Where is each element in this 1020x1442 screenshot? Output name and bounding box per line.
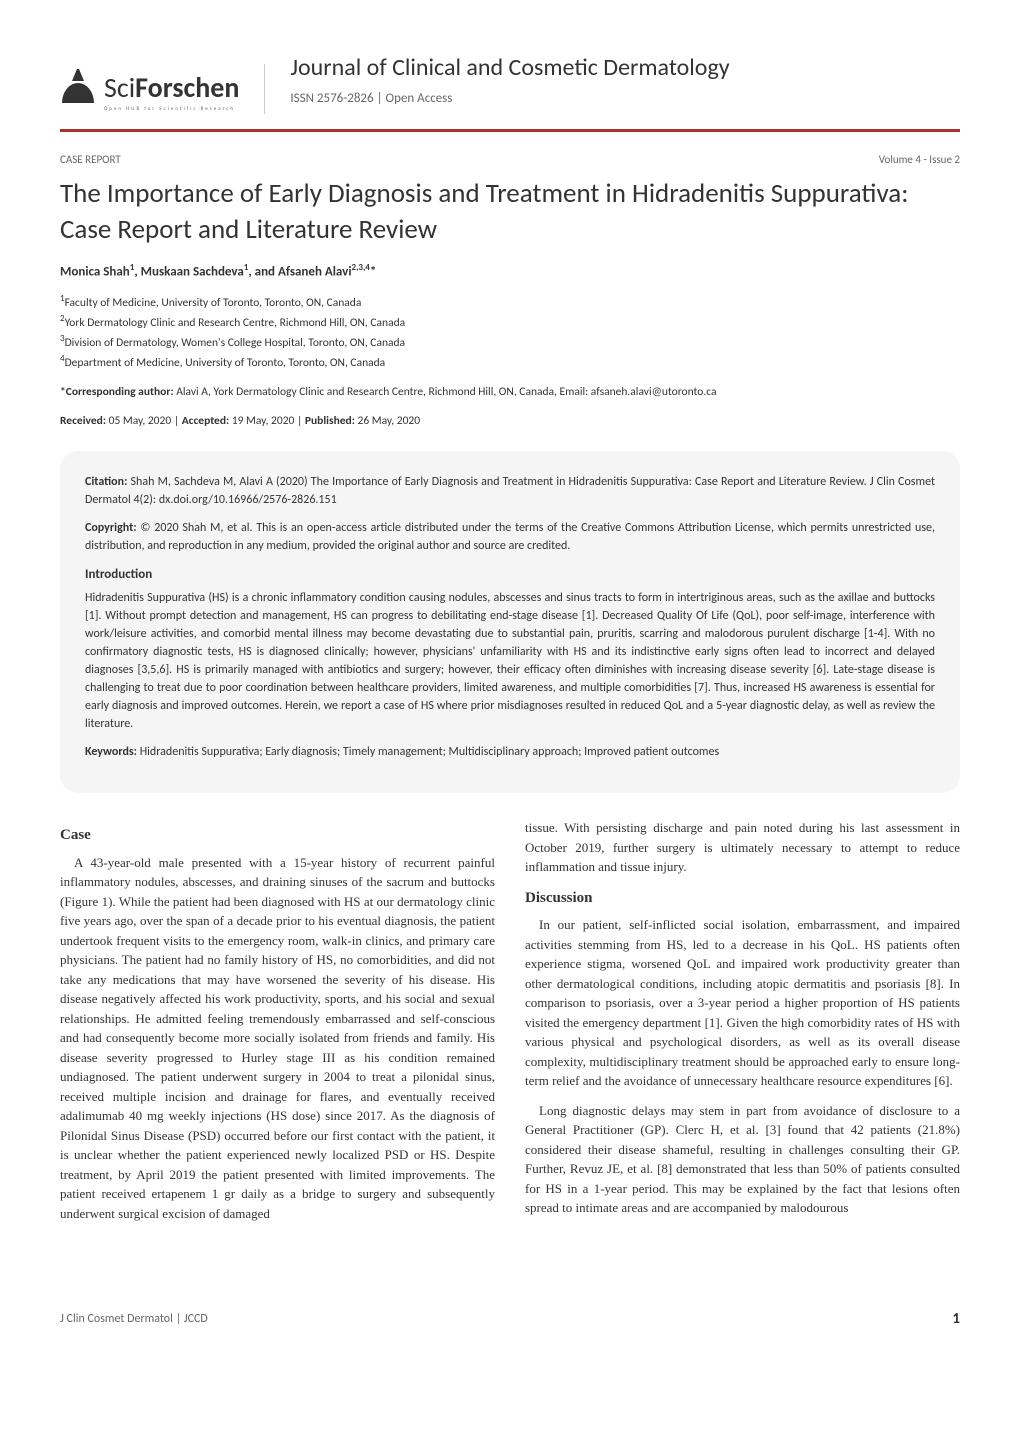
logo-tagline: Open HUB for Scientific Research	[104, 106, 239, 114]
case-paragraph-2: tissue. With persisting discharge and pa…	[525, 818, 960, 877]
journal-header: SciForschen Open HUB for Scientific Rese…	[60, 50, 960, 114]
left-column: Case A 43-year-old male presented with a…	[60, 818, 495, 1233]
accepted-label: Accepted:	[182, 414, 230, 428]
article-title: The Importance of Early Diagnosis and Tr…	[60, 176, 960, 249]
affiliation-4: 4Department of Medicine, University of T…	[60, 352, 960, 372]
keywords-line: Keywords: Hidradenitis Suppurativa; Earl…	[85, 743, 935, 761]
article-type: CASE REPORT	[60, 152, 121, 169]
abstract-box: Citation: Shah M, Sachdeva M, Alavi A (2…	[60, 451, 960, 794]
keywords-text: Hidradenitis Suppurativa; Early diagnosi…	[140, 745, 719, 759]
affiliation-3: 3Division of Dermatology, Women's Colleg…	[60, 332, 960, 352]
discussion-heading: Discussion	[525, 887, 960, 910]
access-type: Open Access	[386, 91, 453, 106]
introduction-text: Hidradenitis Suppurativa (HS) is a chron…	[85, 589, 935, 733]
case-heading: Case	[60, 824, 495, 847]
published-label: Published:	[305, 414, 355, 428]
affiliation-2: 2York Dermatology Clinic and Research Ce…	[60, 312, 960, 332]
page-footer: J Clin Cosmet Dermatol | JCCD 1	[60, 1293, 960, 1331]
page-number: 1	[952, 1308, 960, 1331]
issn-line: ISSN 2576-2826 | Open Access	[290, 89, 960, 109]
logo-icon	[60, 69, 96, 111]
right-column: tissue. With persisting discharge and pa…	[525, 818, 960, 1233]
copyright-text: © 2020 Shah M, et al. This is an open-ac…	[85, 521, 935, 553]
citation-text: Shah M, Sachdeva M, Alavi A (2020) The I…	[85, 475, 935, 507]
affiliations: 1Faculty of Medicine, University of Toro…	[60, 292, 960, 372]
journal-title: Journal of Clinical and Cosmetic Dermato…	[290, 50, 960, 86]
received-date: 05 May, 2020	[109, 414, 172, 428]
published-date: 26 May, 2020	[358, 414, 421, 428]
journal-title-block: Journal of Clinical and Cosmetic Dermato…	[290, 50, 960, 114]
affiliation-1: 1Faculty of Medicine, University of Toro…	[60, 292, 960, 312]
body-columns: Case A 43-year-old male presented with a…	[60, 818, 960, 1233]
corresponding-label: *Corresponding author:	[60, 385, 174, 399]
corresponding-author: *Corresponding author: Alavi A, York Der…	[60, 384, 960, 401]
issn-number: ISSN 2576-2826	[290, 91, 373, 106]
footer-journal-abbrev: J Clin Cosmet Dermatol | JCCD	[60, 1310, 208, 1328]
introduction-heading: Introduction	[85, 565, 935, 585]
citation-line: Citation: Shah M, Sachdeva M, Alavi A (2…	[85, 473, 935, 509]
publisher-logo: SciForschen Open HUB for Scientific Rese…	[60, 67, 239, 114]
received-label: Received:	[60, 414, 106, 428]
separator: |	[377, 91, 386, 106]
copyright-line: Copyright: © 2020 Shah M, et al. This is…	[85, 519, 935, 555]
meta-row: CASE REPORT Volume 4 - Issue 2	[60, 152, 960, 169]
volume-issue: Volume 4 - Issue 2	[879, 152, 960, 169]
citation-label: Citation:	[85, 475, 127, 489]
red-divider	[60, 129, 960, 132]
case-paragraph-1: A 43-year-old male presented with a 15-y…	[60, 853, 495, 1224]
authors: Monica Shah1, Muskaan Sachdeva1, and Afs…	[60, 261, 960, 282]
corresponding-text: Alavi A, York Dermatology Clinic and Res…	[176, 385, 716, 399]
discussion-paragraph-1: In our patient, self-inflicted social is…	[525, 915, 960, 1091]
copyright-label: Copyright:	[85, 521, 137, 535]
header-divider	[264, 64, 265, 114]
logo-text: SciForschen	[104, 67, 239, 109]
logo-text-left: Sci	[104, 70, 135, 105]
keywords-label: Keywords:	[85, 745, 137, 759]
accepted-date: 19 May, 2020	[232, 414, 295, 428]
logo-text-right: Forschen	[135, 70, 239, 105]
discussion-paragraph-2: Long diagnostic delays may stem in part …	[525, 1101, 960, 1218]
logo-text-block: SciForschen Open HUB for Scientific Rese…	[104, 67, 239, 114]
publication-dates: Received: 05 May, 2020 | Accepted: 19 Ma…	[60, 413, 960, 430]
